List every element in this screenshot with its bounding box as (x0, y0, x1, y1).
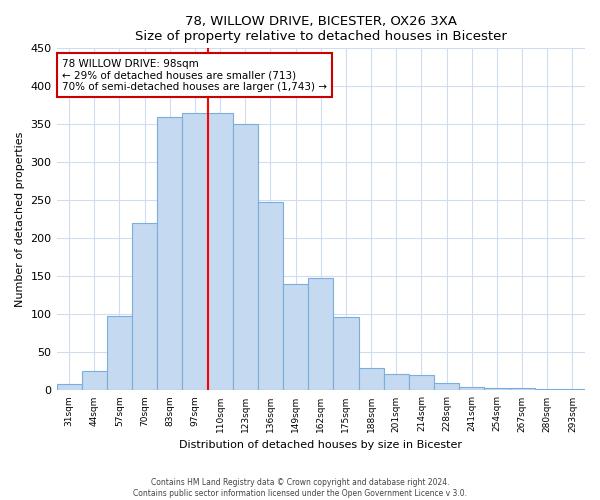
Bar (56, 384, 82, 390)
Bar (233, 124, 258, 390)
Bar (484, 388, 509, 390)
Bar (459, 386, 484, 390)
Bar (82, 372, 107, 390)
Bar (535, 389, 560, 390)
Bar (258, 202, 283, 390)
Bar (308, 278, 334, 390)
Bar (132, 223, 157, 390)
Bar (409, 375, 434, 390)
Bar (434, 383, 459, 390)
Bar (334, 316, 359, 390)
Bar (182, 113, 208, 390)
Title: 78, WILLOW DRIVE, BICESTER, OX26 3XA
Size of property relative to detached house: 78, WILLOW DRIVE, BICESTER, OX26 3XA Siz… (135, 15, 507, 43)
Bar (157, 117, 182, 390)
Bar (359, 368, 383, 390)
X-axis label: Distribution of detached houses by size in Bicester: Distribution of detached houses by size … (179, 440, 462, 450)
Bar (107, 316, 132, 390)
Text: 78 WILLOW DRIVE: 98sqm
← 29% of detached houses are smaller (713)
70% of semi-de: 78 WILLOW DRIVE: 98sqm ← 29% of detached… (62, 58, 327, 92)
Bar (208, 113, 233, 390)
Y-axis label: Number of detached properties: Number of detached properties (15, 132, 25, 307)
Bar (560, 389, 585, 390)
Bar (383, 374, 409, 390)
Bar (509, 388, 535, 390)
Text: Contains HM Land Registry data © Crown copyright and database right 2024.
Contai: Contains HM Land Registry data © Crown c… (133, 478, 467, 498)
Bar (283, 284, 308, 391)
